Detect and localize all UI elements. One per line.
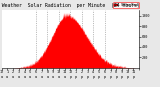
Legend: Solar Rad: Solar Rad: [113, 2, 139, 8]
Text: Milwaukee Weather  Solar Radiation  per Minute  (24 Hours): Milwaukee Weather Solar Radiation per Mi…: [0, 3, 139, 8]
